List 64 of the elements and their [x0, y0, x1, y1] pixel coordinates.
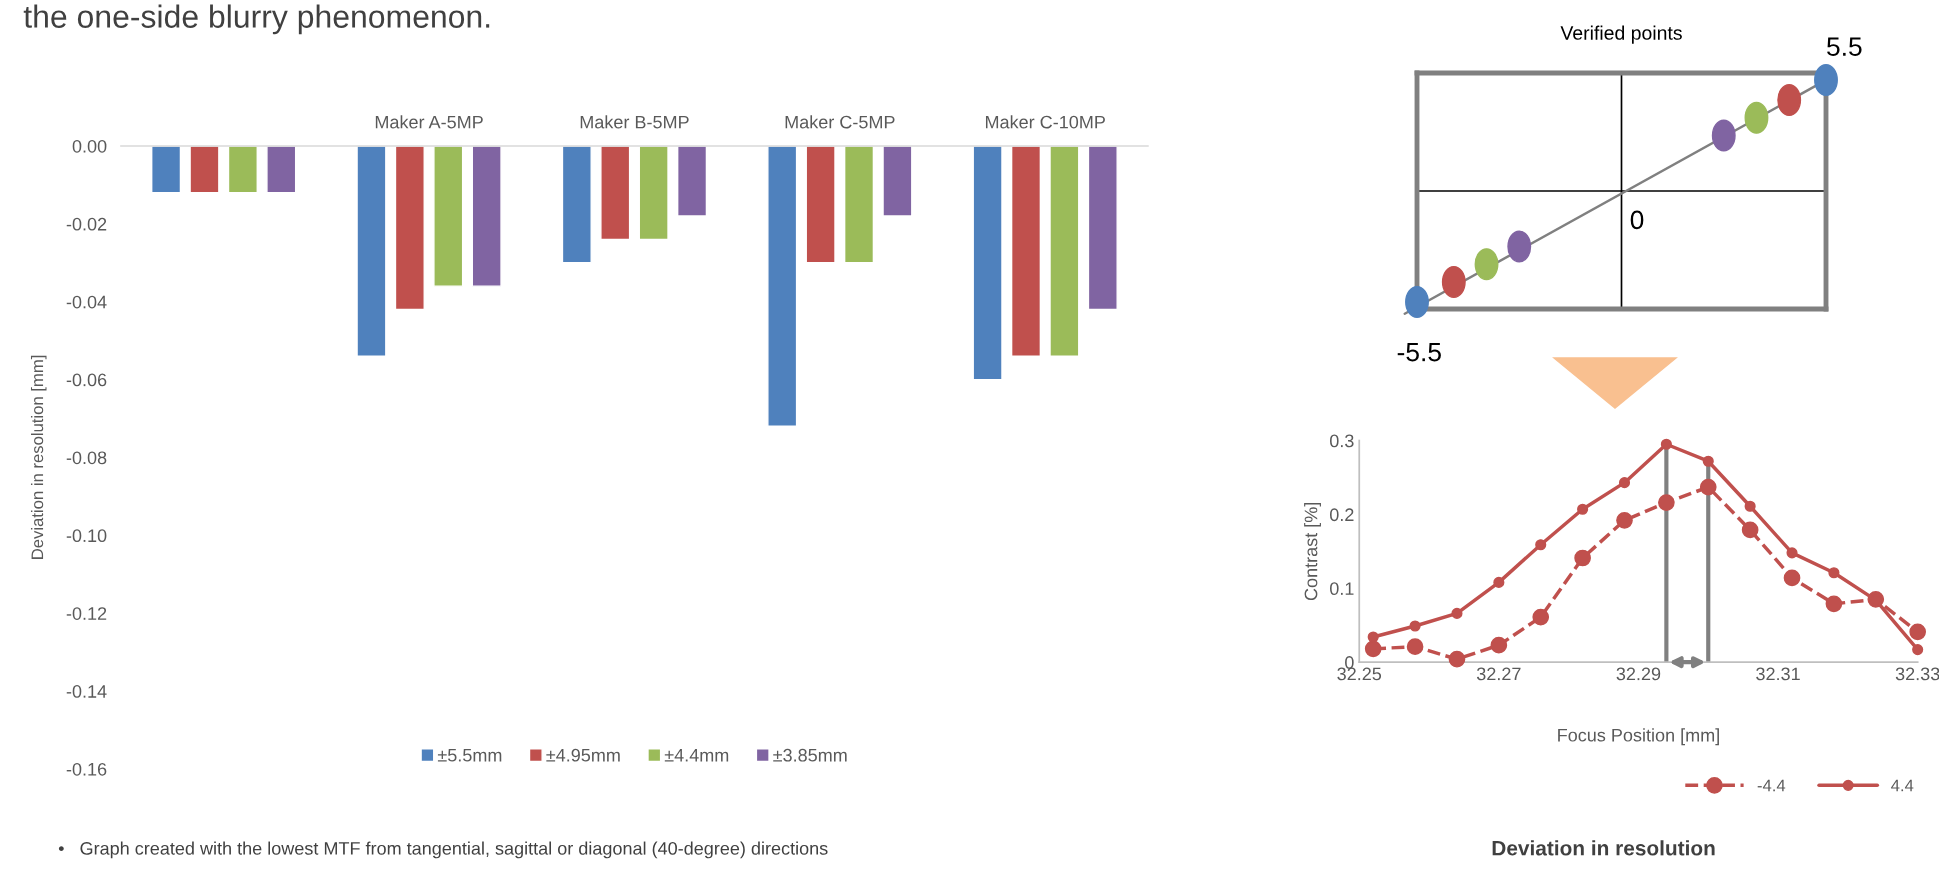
x-tick-label: Maker C-10MP: [985, 115, 1105, 129]
legend-label: ±5.5mm: [437, 749, 502, 762]
chart-title: the one-side blurry phenomenon.: [23, 4, 490, 35]
point: [1493, 576, 1505, 588]
point: [1532, 608, 1550, 626]
point: [1744, 500, 1756, 512]
y-tick-label: 0: [1345, 656, 1354, 669]
y-tick-label: -0.10: [66, 529, 107, 543]
point: [1660, 438, 1672, 450]
point: [1448, 650, 1466, 668]
y-tick-label: -0.02: [66, 217, 107, 231]
legend-label: ±4.95mm: [546, 748, 620, 762]
x-axis-title: Focus Position [mm]: [1558, 728, 1719, 746]
text: Verified points: [1560, 25, 1682, 44]
point: [1616, 511, 1633, 529]
y-axis-title: Contrast [%]: [1304, 502, 1321, 601]
text: 0: [1630, 210, 1644, 230]
point: [1658, 494, 1675, 511]
legend-label: 4.4: [1891, 779, 1914, 792]
point: [1618, 477, 1631, 489]
y-tick-label: -0.08: [66, 451, 107, 465]
point: [1786, 547, 1798, 559]
y-tick-label: -0.16: [66, 762, 107, 776]
legend-label: ±4.4mm: [664, 749, 729, 762]
y-tick-label: 0.2: [1329, 508, 1354, 522]
point: [1912, 644, 1924, 656]
y-tick-label: -0.14: [66, 685, 107, 698]
point: [1535, 539, 1547, 551]
point: [1574, 549, 1591, 567]
legend-label: -4.4: [1757, 779, 1786, 792]
x-tick-label: Maker C-5MP: [785, 115, 895, 129]
point: [1699, 478, 1717, 496]
point: [1702, 455, 1714, 467]
point: [1406, 638, 1424, 655]
y-tick-label: -0.04: [66, 295, 107, 309]
point: [1364, 640, 1382, 658]
x-tick-label: 32.29: [1616, 667, 1661, 681]
legend-label: ±3.85mm: [773, 748, 847, 762]
text: 5.5: [1827, 37, 1862, 56]
y-tick-label: 0.00: [72, 139, 107, 153]
y-tick-label: -0.06: [66, 373, 107, 387]
x-tick-label: 32.31: [1756, 667, 1800, 681]
y-tick-label: -0.12: [66, 607, 107, 620]
x-tick-label: Maker A-5MP: [375, 115, 483, 129]
point: [1577, 503, 1589, 515]
point: [1825, 595, 1843, 613]
x-tick-label: Maker B-5MP: [580, 115, 689, 129]
y-axis-title: Deviation in resolution [mm]: [30, 355, 47, 559]
text: • Graph created with the lowest MTF from tangential, sagittal or diagonal (40-degree) directions: [58, 841, 828, 859]
point: [1409, 620, 1421, 632]
point: [1828, 567, 1840, 579]
point: [1367, 631, 1379, 643]
y-tick-label: 0.3: [1329, 434, 1354, 448]
point: [1741, 521, 1759, 539]
point: [1490, 636, 1508, 654]
text: Deviation in resolution: [1492, 840, 1715, 856]
x-tick-label: 32.27: [1476, 667, 1521, 681]
x-tick-label: 32.33: [1895, 667, 1939, 681]
y-tick-label: 0.1: [1329, 582, 1354, 596]
point: [1909, 623, 1927, 641]
text: -5.5: [1397, 343, 1441, 362]
point: [1783, 569, 1801, 587]
point: [1451, 607, 1463, 619]
x-tick-label: 32.25: [1337, 667, 1382, 681]
